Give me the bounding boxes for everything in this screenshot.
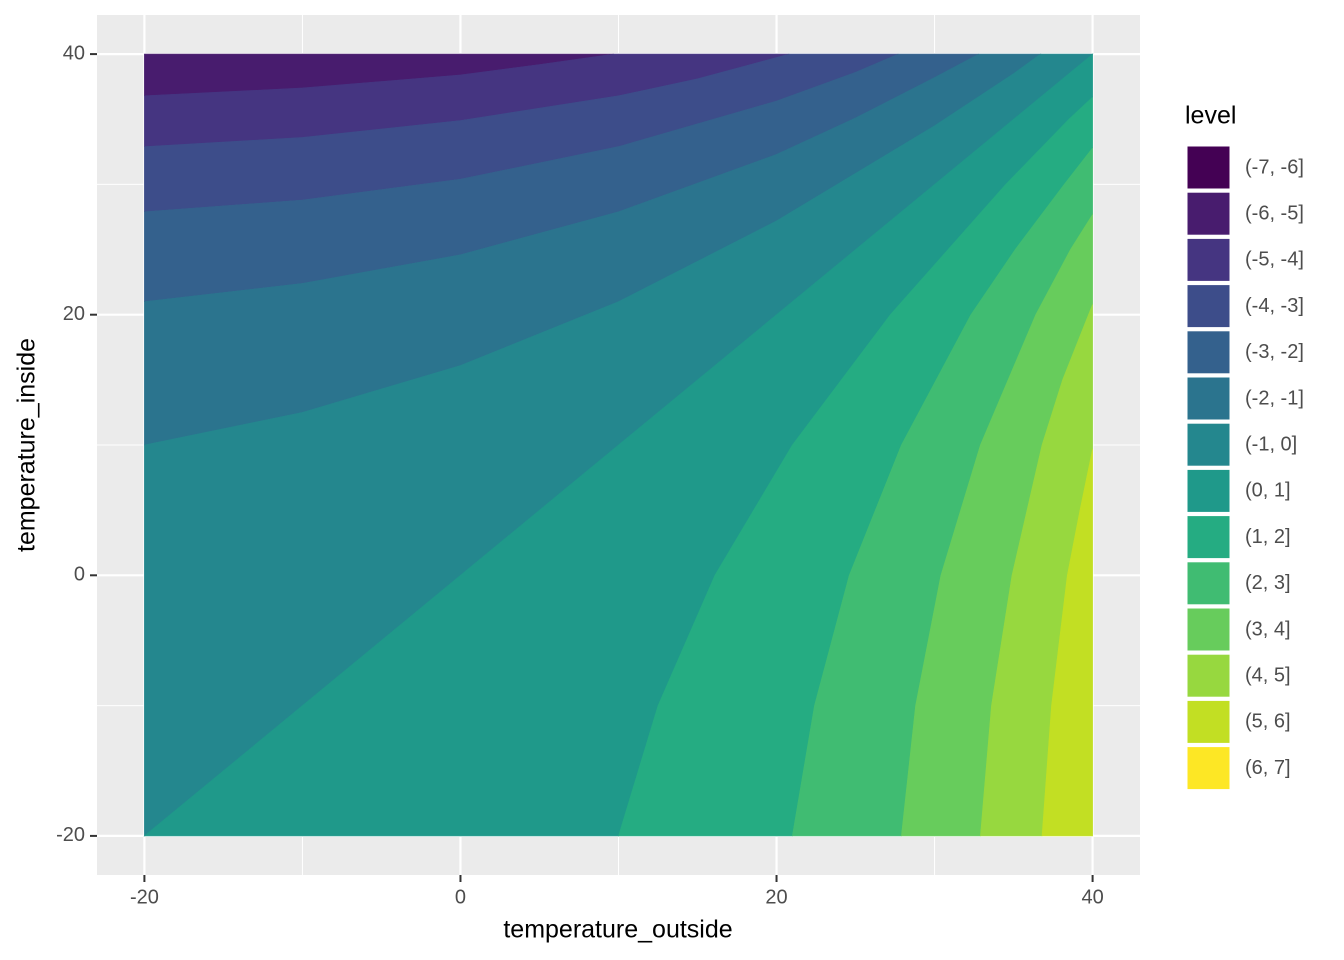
x-tick-label: 20 bbox=[765, 886, 787, 908]
y-tick-label: 20 bbox=[63, 303, 85, 325]
legend-label: (-2, -1] bbox=[1245, 387, 1304, 409]
legend-key bbox=[1186, 468, 1231, 513]
legend-label: (0, 1] bbox=[1245, 480, 1291, 502]
legend-key bbox=[1186, 330, 1231, 375]
legend-label: (-4, -3] bbox=[1245, 295, 1304, 317]
y-tick-label: 0 bbox=[74, 564, 85, 586]
y-tick-label: -20 bbox=[56, 824, 85, 846]
legend-key bbox=[1186, 376, 1231, 421]
legend-label: (3, 4] bbox=[1245, 618, 1291, 640]
legend-key bbox=[1186, 284, 1231, 329]
axes: -20 0 20 40 -20 0 20 40 bbox=[56, 42, 1104, 908]
legend-key bbox=[1186, 746, 1231, 791]
legend-label: (4, 5] bbox=[1245, 664, 1291, 686]
legend-key bbox=[1186, 607, 1231, 652]
x-axis-title: temperature_outside bbox=[503, 916, 732, 944]
legend-key bbox=[1186, 561, 1231, 606]
legend-title: level bbox=[1185, 102, 1236, 130]
legend-label: (-1, 0] bbox=[1245, 433, 1297, 455]
legend-key bbox=[1186, 653, 1231, 698]
contour-bands bbox=[143, 53, 1094, 837]
y-tick-label: 40 bbox=[63, 42, 85, 64]
legend-label: (-6, -5] bbox=[1245, 202, 1304, 224]
legend-key bbox=[1186, 699, 1231, 744]
legend-label: (-7, -6] bbox=[1245, 156, 1304, 178]
legend: level (-7, -6] (-6, -5] (-5, -4] (-4, -3] (-3… bbox=[1185, 102, 1304, 791]
legend-key bbox=[1186, 145, 1231, 190]
contour-band bbox=[1041, 448, 1093, 837]
legend-key bbox=[1186, 237, 1231, 282]
legend-label: (1, 2] bbox=[1245, 526, 1291, 548]
x-tick-label: 40 bbox=[1081, 886, 1103, 908]
x-tick-label: -20 bbox=[130, 886, 159, 908]
legend-label: (2, 3] bbox=[1245, 572, 1291, 594]
legend-key bbox=[1186, 191, 1231, 236]
y-axis-title: temperature_inside bbox=[13, 338, 41, 552]
legend-label: (5, 6] bbox=[1245, 711, 1291, 733]
x-tick-label: 0 bbox=[455, 886, 466, 908]
legend-key bbox=[1186, 515, 1231, 560]
legend-label: (-5, -4] bbox=[1245, 249, 1304, 271]
legend-key bbox=[1186, 422, 1231, 467]
legend-label: (6, 7] bbox=[1245, 757, 1291, 779]
legend-label: (-3, -2] bbox=[1245, 341, 1304, 363]
